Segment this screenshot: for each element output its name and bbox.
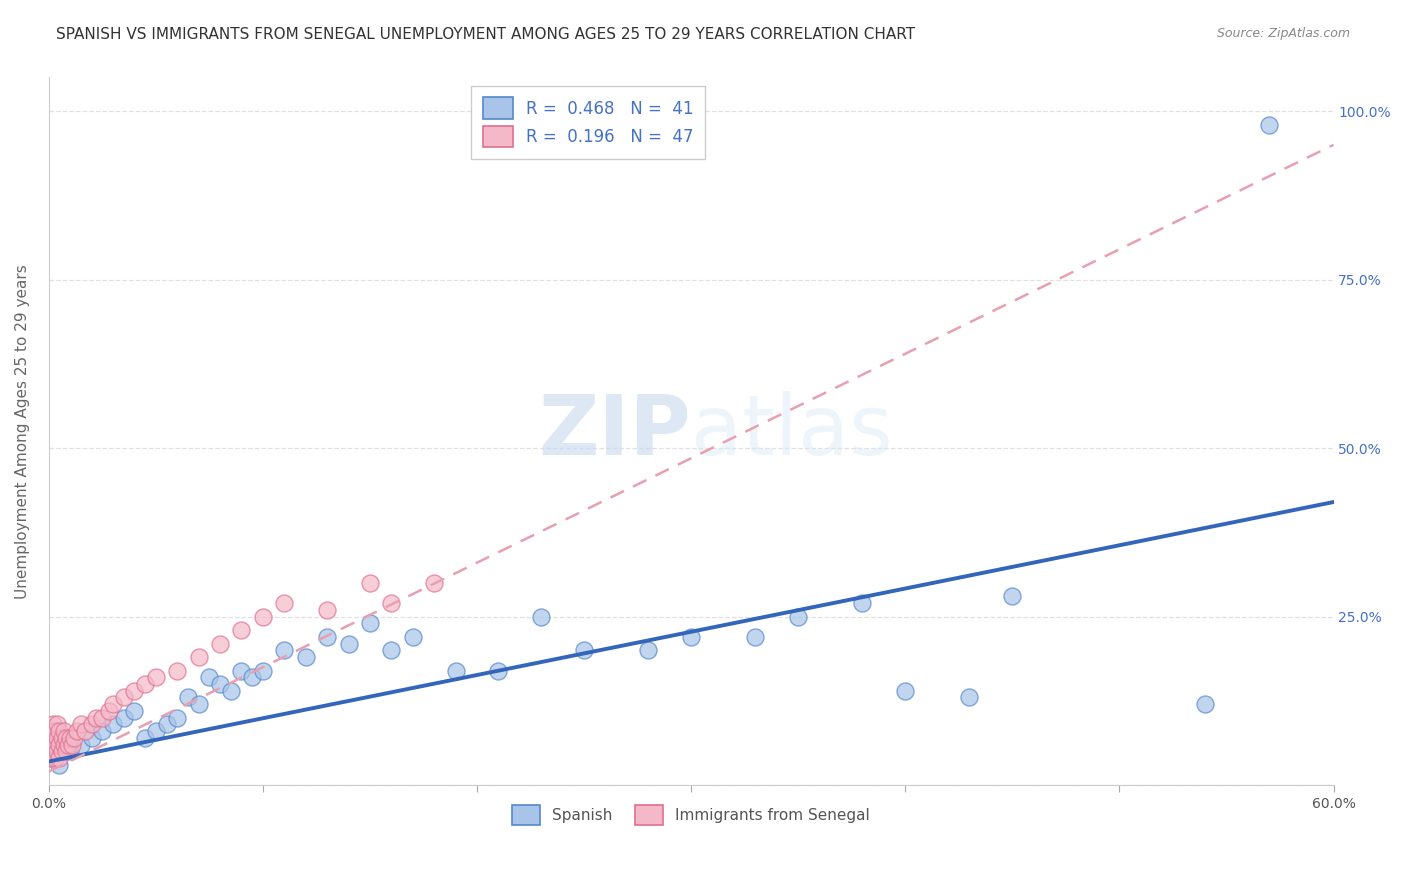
Point (101, 717, 124, 731)
Point (70, 738, 93, 752)
Point (240, 670, 263, 684)
Point (231, 664, 253, 678)
Point (65, 724, 87, 739)
Point (60, 738, 83, 752)
Point (231, 623, 253, 637)
Point (423, 575, 446, 590)
Point (101, 697, 124, 711)
Point (316, 603, 339, 617)
Y-axis label: Unemployment Among Ages 25 to 29 years: Unemployment Among Ages 25 to 29 years (15, 264, 30, 599)
Point (42, 731, 65, 745)
Point (51, 744, 73, 758)
Point (63, 731, 86, 745)
Point (252, 664, 274, 678)
Point (52, 724, 75, 739)
Text: atlas: atlas (692, 391, 893, 472)
Point (44, 738, 66, 752)
Point (59, 744, 82, 758)
Point (91, 711, 114, 725)
Point (48, 751, 70, 765)
Point (39, 751, 62, 765)
Point (187, 650, 209, 665)
Point (80, 717, 103, 731)
Point (294, 650, 316, 665)
Point (52, 738, 75, 752)
Point (134, 731, 156, 745)
Point (42, 744, 65, 758)
Point (273, 643, 295, 657)
Point (1258, 118, 1281, 132)
Text: SPANISH VS IMMIGRANTS FROM SENEGAL UNEMPLOYMENT AMONG AGES 25 TO 29 YEARS CORREL: SPANISH VS IMMIGRANTS FROM SENEGAL UNEMP… (56, 27, 915, 42)
Point (198, 670, 221, 684)
Point (894, 683, 917, 698)
Point (155, 717, 177, 731)
Point (380, 643, 402, 657)
Point (177, 690, 200, 705)
Point (744, 630, 766, 644)
Point (46, 731, 69, 745)
Point (959, 690, 981, 705)
Point (44, 724, 66, 739)
Point (166, 711, 188, 725)
Point (219, 683, 242, 698)
Point (80, 731, 103, 745)
Point (39, 724, 62, 739)
Point (51, 731, 73, 745)
Point (48, 724, 70, 739)
Point (187, 697, 209, 711)
Point (572, 643, 595, 657)
Point (209, 677, 232, 691)
Point (42, 717, 65, 731)
Point (44, 751, 66, 765)
Point (59, 731, 82, 745)
Point (530, 609, 553, 624)
Legend: Spanish, Immigrants from Senegal: Spanish, Immigrants from Senegal (503, 796, 879, 834)
Point (681, 630, 703, 644)
Point (252, 609, 274, 624)
Point (444, 664, 467, 678)
Text: ZIP: ZIP (538, 391, 692, 472)
Point (787, 609, 810, 624)
Point (166, 664, 188, 678)
Point (402, 630, 425, 644)
Point (134, 677, 156, 691)
Point (112, 711, 135, 725)
Point (39, 738, 62, 752)
Point (145, 724, 167, 739)
Point (273, 596, 295, 610)
Point (48, 757, 70, 772)
Point (91, 724, 114, 739)
Point (46, 717, 69, 731)
Point (56, 738, 79, 752)
Point (337, 636, 360, 650)
Point (486, 664, 509, 678)
Point (359, 575, 381, 590)
Point (112, 690, 135, 705)
Point (637, 643, 659, 657)
Point (124, 704, 146, 718)
Point (70, 717, 93, 731)
Point (55, 744, 77, 758)
Point (1001, 590, 1024, 604)
Point (1194, 697, 1216, 711)
Text: Source: ZipAtlas.com: Source: ZipAtlas.com (1216, 27, 1350, 40)
Point (851, 596, 873, 610)
Point (359, 616, 381, 631)
Point (124, 683, 146, 698)
Point (380, 596, 402, 610)
Point (55, 731, 77, 745)
Point (316, 630, 339, 644)
Point (97, 704, 120, 718)
Point (48, 738, 70, 752)
Point (46, 744, 69, 758)
Point (75, 724, 97, 739)
Point (84, 711, 107, 725)
Point (145, 670, 167, 684)
Point (209, 636, 232, 650)
